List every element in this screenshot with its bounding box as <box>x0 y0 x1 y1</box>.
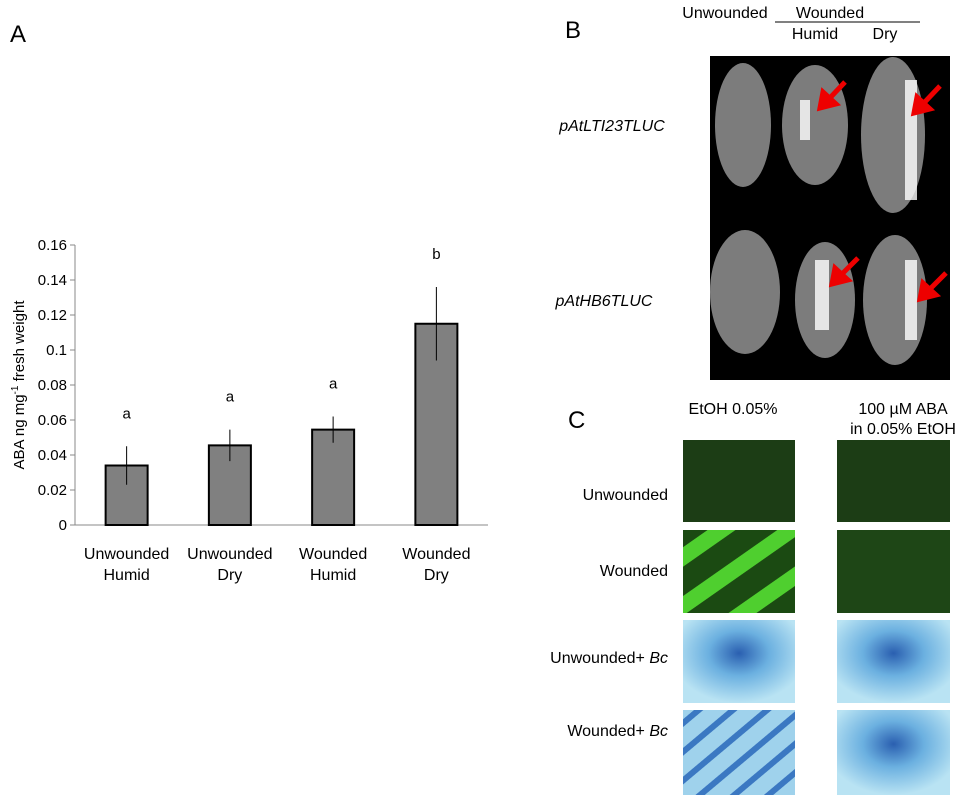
panel-label: A <box>10 21 26 48</box>
arrows <box>816 80 948 303</box>
x-tick-label: Humid <box>310 567 356 584</box>
significance-letter: a <box>226 389 235 406</box>
column-header: Humid <box>792 26 838 43</box>
micrograph <box>683 710 795 795</box>
row-label-italic: Bc <box>649 723 668 740</box>
row-label: Unwounded <box>583 487 668 504</box>
panel-label: B <box>565 17 581 44</box>
bar-chart: ABA ng mg-1 fresh weight 0 0.02 0.04 0.06 0.… <box>10 237 488 584</box>
x-tick-label: Unwounded <box>187 546 272 563</box>
row-label: pAtHB6TLUC <box>555 293 653 310</box>
row-label-italic: Bc <box>649 650 668 667</box>
panel-label: C <box>568 407 585 434</box>
micrograph <box>837 530 950 613</box>
y-tick-label: 0.12 <box>38 307 67 324</box>
x-tick-label: Dry <box>217 567 242 584</box>
y-label-sup: -1 <box>10 385 21 394</box>
row-label-text: Unwounded+ <box>550 650 649 667</box>
row-label: Wounded <box>600 563 668 580</box>
column-header: Dry <box>873 26 898 43</box>
y-axis-label: ABA ng mg-1 fresh weight <box>10 300 28 470</box>
micrograph <box>683 620 795 703</box>
significance-letter: b <box>432 246 440 263</box>
panel-b: Unwounded Wounded Humid Dry pAtLTI23TLUC… <box>555 5 950 380</box>
column-header: EtOH 0.05% <box>689 401 778 418</box>
micrograph <box>837 440 950 522</box>
y-tick-label: 0.06 <box>38 412 67 429</box>
micrograph <box>837 710 950 795</box>
micrograph <box>837 620 950 703</box>
column-header: Unwounded <box>682 5 767 22</box>
significance-letter: a <box>329 376 338 393</box>
column-header: 100 µM ABA <box>858 401 948 418</box>
x-tick-label: Wounded <box>402 546 470 563</box>
y-tick-label: 0.16 <box>38 237 67 254</box>
y-tick-label: 0.14 <box>38 272 67 289</box>
row-label-text: Wounded <box>600 563 668 580</box>
row-label: Wounded+ Bc <box>567 723 668 740</box>
row-label: pAtLTI23TLUC <box>558 118 665 135</box>
bar <box>311 428 356 526</box>
significance-letter: a <box>122 405 131 422</box>
x-tick-label: Wounded <box>299 546 367 563</box>
y-tick-label: 0.04 <box>38 447 67 464</box>
x-tick-label: Unwounded <box>84 546 169 563</box>
panel-c: EtOH 0.05% 100 µM ABA in 0.05% EtOH Unwo… <box>550 401 956 795</box>
row-label-text: Wounded+ <box>567 723 649 740</box>
y-label-part: fresh weight <box>11 300 28 386</box>
x-tick-label: Dry <box>424 567 449 584</box>
y-tick-label: 0.1 <box>46 342 67 359</box>
y-tick-label: 0 <box>59 517 67 534</box>
column-header: Wounded <box>796 5 864 22</box>
x-tick-label: Humid <box>104 567 150 584</box>
micrograph <box>683 440 795 522</box>
y-tick-label: 0.08 <box>38 377 67 394</box>
y-tick-label: 0.02 <box>38 482 67 499</box>
column-header: in 0.05% EtOH <box>850 421 956 438</box>
row-label: Unwounded+ Bc <box>550 650 668 667</box>
row-label-text: Unwounded <box>583 487 668 504</box>
micrograph <box>683 530 795 613</box>
y-label-part: ABA ng mg <box>11 394 28 469</box>
